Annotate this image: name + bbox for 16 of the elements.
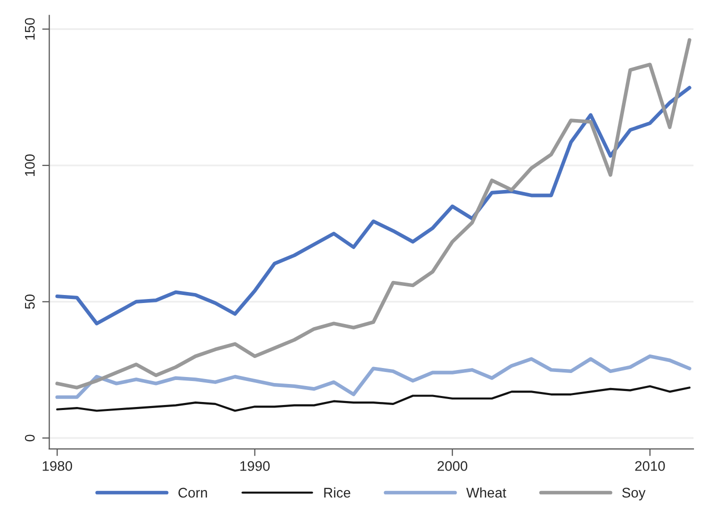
y-tick-label: 150 <box>24 18 35 40</box>
y-tick-label: 100 <box>24 154 35 176</box>
x-tick-label: 2010 <box>635 461 665 471</box>
y-tick-label: 0 <box>24 434 35 442</box>
line-series <box>55 354 692 399</box>
legend-label: Soy <box>622 488 646 500</box>
legend-label: Rice <box>324 487 350 498</box>
x-tick-label: 1980 <box>42 461 72 471</box>
legend-label: Corn <box>178 488 207 498</box>
line-series <box>56 385 691 412</box>
x-tick-label: 2000 <box>438 461 468 471</box>
line-series <box>55 86 692 326</box>
y-tick-label: 50 <box>24 294 35 309</box>
line-series <box>55 38 692 390</box>
x-tick-label: 1990 <box>240 461 270 471</box>
legend-label: Wheat <box>466 487 506 498</box>
